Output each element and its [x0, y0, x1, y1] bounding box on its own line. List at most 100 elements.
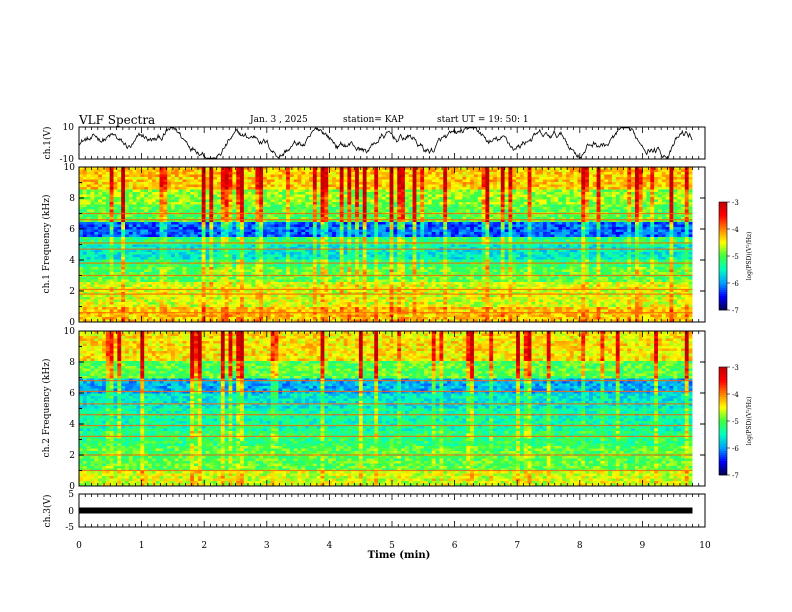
spectrogram-cell [604, 182, 608, 185]
spectrogram-cell [163, 192, 167, 195]
spectrogram-cell [451, 182, 455, 185]
spectrogram-cell [171, 195, 175, 198]
spectrogram-cell [248, 197, 252, 200]
spectrogram-cell [616, 182, 620, 185]
spectrogram-cell [635, 172, 639, 175]
spectrogram-cell [137, 177, 141, 180]
spectrogram-cell [505, 172, 509, 175]
spectrogram-cell [332, 182, 336, 185]
spectrogram-cell [106, 195, 110, 198]
spectrogram-cell [79, 180, 83, 183]
spectrogram-cell [528, 192, 532, 195]
spectrogram-cell [524, 187, 528, 190]
spectrogram-cell [570, 182, 574, 185]
spectrogram-cell [286, 187, 290, 190]
spectrogram-cell [202, 190, 206, 193]
spectrogram-cell [240, 195, 244, 198]
spectrogram-cell [313, 197, 317, 200]
spectrogram-cell [229, 177, 233, 180]
spectrogram-cell [489, 172, 493, 175]
spectrogram-cell [393, 170, 397, 173]
spectrogram-cell [282, 177, 286, 180]
spectrogram-cell [114, 187, 118, 190]
spectrogram-cell [600, 195, 604, 198]
spectrogram-cell [152, 185, 156, 188]
spectrogram-cell [278, 195, 282, 198]
spectrogram-cell [397, 192, 401, 195]
spectrogram-cell [554, 172, 558, 175]
spectrogram-cell [627, 185, 631, 188]
spectrogram-cell [263, 190, 267, 193]
spectrogram-cell [217, 185, 221, 188]
spectrogram-cell [482, 185, 486, 188]
spectrogram-cell [604, 177, 608, 180]
spectrogram-cell [206, 182, 210, 185]
spectrogram-cell [589, 175, 593, 178]
spectrogram-cell [516, 180, 520, 183]
spectrogram-cell [114, 195, 118, 198]
spectrogram-cell [110, 195, 114, 198]
spectrogram-cell [623, 182, 627, 185]
spectrogram-cell [259, 190, 263, 193]
spectrogram-cell [512, 170, 516, 173]
spectrogram-cell [267, 185, 271, 188]
spectrogram-cell [600, 185, 604, 188]
spectrogram-cell [459, 172, 463, 175]
spectrogram-cell [282, 190, 286, 193]
spectrogram-cell [278, 177, 282, 180]
spectrogram-cell [332, 172, 336, 175]
spectrogram-cell [439, 195, 443, 198]
spectrogram-cell [117, 192, 121, 195]
spectrogram-cell [436, 187, 440, 190]
spectrogram-cell [658, 192, 662, 195]
spectrogram-cell [382, 180, 386, 183]
spectrogram-cell [528, 175, 532, 178]
spectrogram-cell [378, 190, 382, 193]
spectrogram-cell [355, 192, 359, 195]
spectrogram-cell [390, 190, 394, 193]
spectrogram-cell [94, 175, 98, 178]
spectrogram-cell [102, 185, 106, 188]
spectrogram-cell [252, 195, 256, 198]
spectrogram-cell [309, 190, 313, 193]
spectrogram-cell [344, 175, 348, 178]
spectrogram-cell [689, 190, 693, 193]
spectrogram-cell [436, 195, 440, 198]
spectrogram-cell [190, 190, 194, 193]
spectrogram-cell [520, 187, 524, 190]
spectrogram-cell [551, 185, 555, 188]
ch1-ytick-top: 10 [63, 123, 75, 133]
spectrogram-cell [397, 187, 401, 190]
spectrogram-cell [616, 185, 620, 188]
spectrogram-cell [294, 175, 298, 178]
spectrogram-cell [600, 172, 604, 175]
spectrogram-cell [313, 180, 317, 183]
spectrogram-cell [497, 192, 501, 195]
spectrogram-cell [328, 185, 332, 188]
spectrogram-cell [186, 175, 190, 178]
spectrogram-cell [194, 177, 198, 180]
spectrogram-cell [658, 175, 662, 178]
spectrogram-cell [604, 175, 608, 178]
spectrogram-cell [405, 195, 409, 198]
spectrogram-cell [524, 182, 528, 185]
spectrogram-cell [121, 175, 125, 178]
spectrogram-cell [110, 187, 114, 190]
spectrogram-cell [209, 172, 213, 175]
spectrogram-cell [91, 190, 95, 193]
spectrogram-cell [566, 172, 570, 175]
spectrogram-cell [558, 195, 562, 198]
spectrogram-cell [271, 192, 275, 195]
spectrogram-cell [370, 175, 374, 178]
spectrogram-cell [466, 187, 470, 190]
spectrogram-cell [202, 180, 206, 183]
spectrogram-cell [639, 187, 643, 190]
spectrogram-cell [236, 185, 240, 188]
spectrogram-cell [133, 195, 137, 198]
spectrogram-cell [229, 172, 233, 175]
spectrogram-cell [94, 177, 98, 180]
spectrogram-cell [259, 187, 263, 190]
spectrogram-cell [344, 192, 348, 195]
spectrogram-cell [221, 185, 225, 188]
spectrogram-cell [117, 187, 121, 190]
